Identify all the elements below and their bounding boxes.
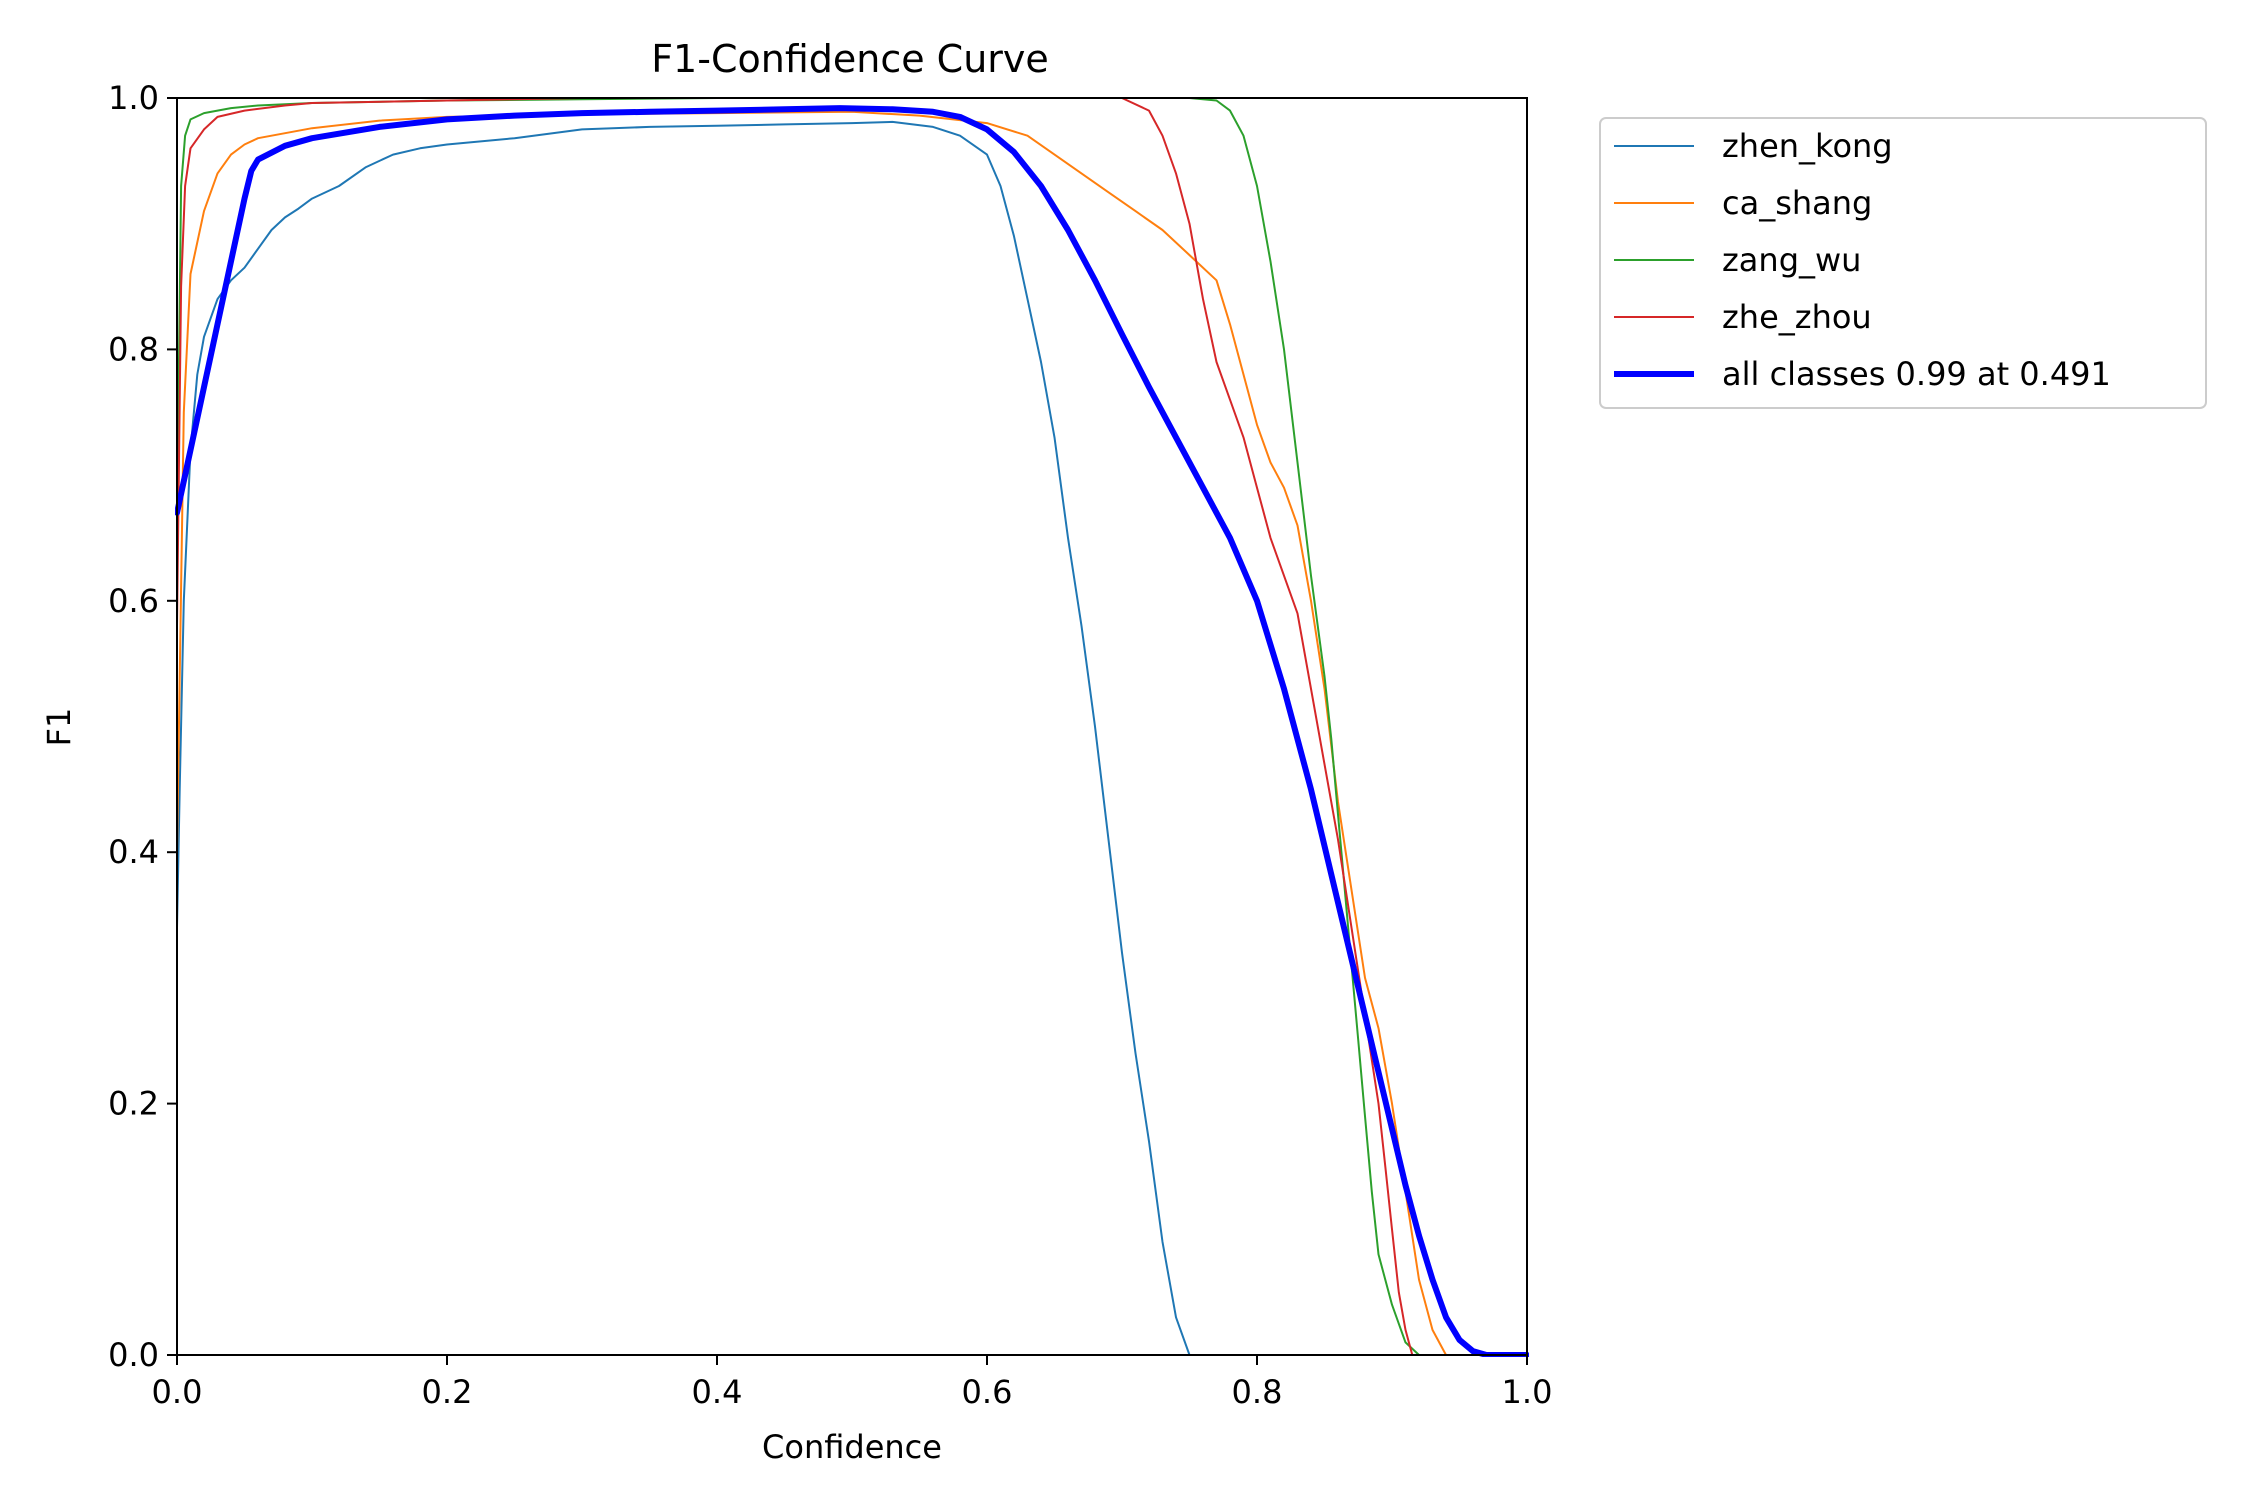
y-tick-label: 0.8 (108, 330, 159, 368)
legend-label: zang_wu (1722, 241, 1861, 279)
x-tick-label: 1.0 (1502, 1373, 1553, 1411)
legend-label: all classes 0.99 at 0.491 (1722, 355, 2111, 393)
series-layer (175, 97, 1529, 1357)
x-tick-label: 0.2 (422, 1373, 473, 1411)
legend-label: ca_shang (1722, 184, 1872, 222)
chart-title: F1-Confidence Curve (651, 37, 1049, 81)
plot-frame (176, 97, 1528, 1356)
y-axis-label: F1 (40, 708, 78, 747)
y-axis: 0.0 0.2 0.4 0.6 0.8 1.0 (108, 79, 177, 1374)
series-line-all-classes (175, 105, 1529, 1357)
legend-label: zhe_zhou (1722, 298, 1872, 336)
x-tick-label: 0.6 (962, 1373, 1013, 1411)
x-tick-label: 0.0 (152, 1373, 203, 1411)
x-axis: 0.0 0.2 0.4 0.6 0.8 1.0 (152, 1355, 1553, 1411)
x-tick-label: 0.8 (1232, 1373, 1283, 1411)
legend-box (1599, 117, 2207, 409)
legend-label: zhen_kong (1722, 127, 1893, 165)
series-line-zhe_zhou (176, 97, 1528, 1356)
plot-area (177, 98, 1527, 1355)
y-tick-label: 1.0 (108, 79, 159, 117)
y-tick-label: 0.6 (108, 582, 159, 620)
series-line-ca_shang (176, 110, 1528, 1356)
x-axis-label: Confidence (762, 1428, 942, 1466)
y-tick-label: 0.4 (108, 833, 159, 871)
x-tick-label: 0.4 (692, 1373, 743, 1411)
series-line-zhen_kong (176, 120, 1528, 1356)
series-line-zang_wu (176, 97, 1528, 1356)
y-tick-label: 0.2 (108, 1085, 159, 1123)
y-tick-label: 0.0 (108, 1336, 159, 1374)
